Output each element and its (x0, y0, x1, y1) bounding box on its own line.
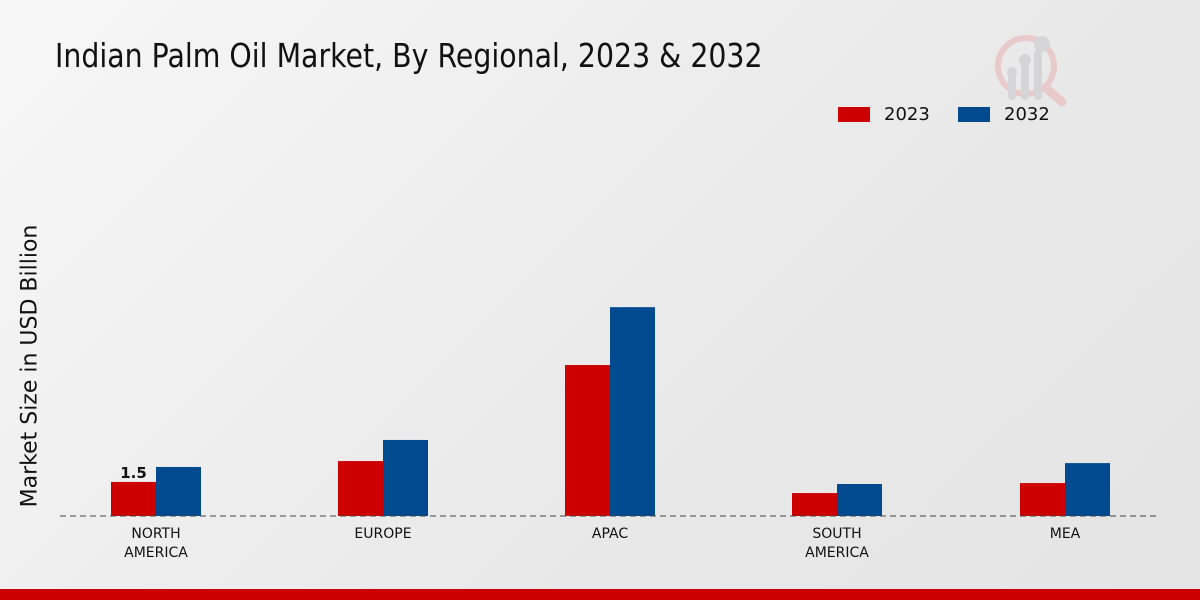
x-tick-label: MEA (1050, 526, 1081, 542)
x-tick-label: NORTH (131, 526, 180, 542)
legend-label: 2023 (884, 104, 930, 125)
bar-2032-4 (1065, 463, 1110, 516)
x-tick-label: APAC (592, 526, 628, 542)
legend-item-2032: 2032 (958, 104, 1050, 125)
data-label: 1.5 (120, 464, 147, 482)
bar-2032-2 (610, 307, 655, 516)
watermark-logo-icon (995, 35, 1067, 107)
bar-2023-4 (1020, 483, 1065, 516)
x-tick-label: EUROPE (354, 526, 411, 542)
bar-2032-3 (837, 483, 882, 516)
legend-item-2023: 2023 (838, 104, 930, 125)
legend-swatch (838, 107, 870, 122)
x-tick-label: AMERICA (124, 545, 188, 561)
bar-2032-0 (156, 466, 201, 516)
chart-title: Indian Palm Oil Market, By Regional, 202… (55, 36, 763, 75)
bar-2023-2 (565, 365, 610, 516)
x-tick-label: SOUTH (812, 526, 861, 542)
bar-2023-1 (338, 461, 383, 516)
bar-2032-1 (383, 439, 428, 516)
bottom-accent-bar (0, 589, 1200, 600)
bar-2023-3 (792, 493, 837, 516)
x-tick-label: AMERICA (805, 545, 869, 561)
bar-2023-0 (111, 481, 156, 516)
legend-label: 2032 (1004, 104, 1050, 125)
legend-swatch (958, 107, 990, 122)
